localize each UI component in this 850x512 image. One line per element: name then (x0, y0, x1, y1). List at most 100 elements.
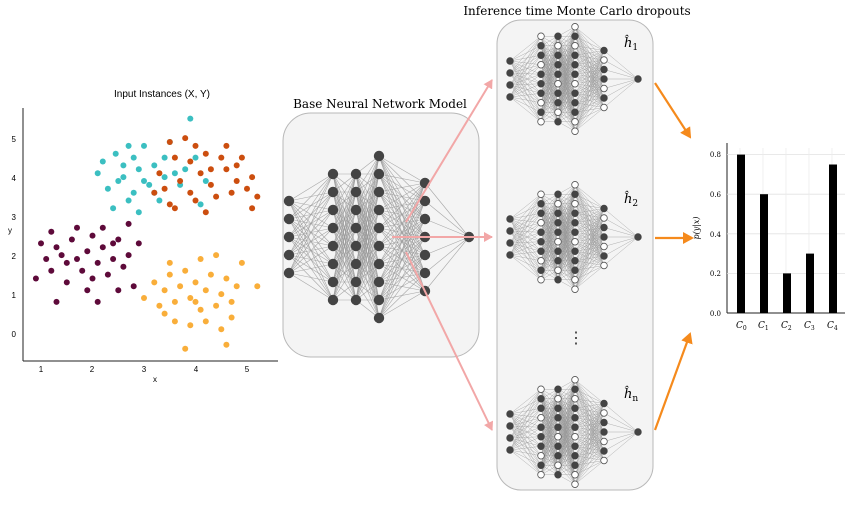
scatter-point (135, 209, 142, 216)
net-node (537, 395, 545, 403)
scatter-point (130, 154, 137, 161)
cat-sub: 3 (811, 325, 815, 332)
scatter-point (94, 298, 101, 305)
net-node (506, 227, 514, 235)
net-edge (509, 437, 542, 456)
net-node (373, 150, 385, 162)
net-node (373, 312, 385, 324)
net-node (600, 233, 608, 241)
scatter-point (238, 154, 245, 161)
net-node (537, 209, 545, 217)
net-edge (509, 222, 542, 244)
net-node (537, 423, 545, 431)
net-node (571, 276, 579, 284)
net-node (537, 108, 545, 116)
net-node (537, 404, 545, 412)
net-node (537, 433, 545, 441)
scatter-point (223, 341, 230, 348)
bar-y-tick: 0.0 (710, 310, 721, 318)
net-edge (509, 241, 542, 256)
net-edge (509, 413, 542, 418)
net-nodes (283, 150, 475, 324)
scatter-point (233, 162, 240, 169)
net-node (350, 294, 362, 306)
net-edge (603, 236, 639, 257)
net-edge (509, 222, 542, 232)
net-edge (557, 398, 576, 475)
net-node (600, 65, 608, 74)
net-edge (603, 431, 639, 461)
net-node (506, 69, 514, 77)
net-edge (574, 412, 605, 485)
net-edge (574, 88, 605, 132)
net-edge (509, 203, 542, 220)
net-node (373, 204, 385, 216)
net-node (600, 204, 608, 213)
net-edge (288, 245, 334, 274)
net-edge (509, 72, 542, 103)
net-edge (509, 60, 542, 75)
scatter-point (161, 310, 168, 317)
net-edge (509, 45, 542, 86)
h-sub: 2 (632, 199, 638, 209)
net-edge (509, 194, 542, 256)
net-edge (509, 64, 542, 86)
net-node (600, 46, 608, 55)
h1-label: ĥ1 (624, 35, 638, 53)
scatter-ticks: 1 2 3 4 5 0 1 2 3 4 5 (12, 135, 250, 374)
net-edge (509, 417, 542, 427)
net-edge (509, 417, 542, 451)
scatter-point (197, 306, 204, 313)
bar (806, 253, 814, 313)
net-node (506, 215, 514, 223)
scatter-point (202, 178, 209, 184)
net-edge (574, 59, 605, 132)
net-edge (574, 50, 605, 65)
net-edge (509, 72, 542, 94)
net-node (506, 239, 514, 247)
scatter-point (141, 178, 147, 184)
scatter-point (233, 283, 240, 290)
scatter-point (202, 318, 209, 325)
net-edge (574, 403, 605, 418)
scatter-point (202, 209, 209, 216)
net-edge (378, 182, 426, 193)
cat-letter: C (804, 321, 811, 331)
y-tick-label: 3 (12, 213, 17, 222)
net-node (571, 423, 579, 431)
net-edge (574, 403, 605, 409)
net-node (537, 51, 545, 59)
net-node (554, 238, 562, 246)
net-edge (509, 55, 542, 98)
net-node (571, 376, 579, 384)
net-node (571, 181, 579, 189)
net-node (537, 266, 545, 274)
scatter-point (112, 150, 119, 157)
net-edge (509, 74, 542, 86)
bar-category-label: C4 (827, 321, 838, 332)
net-edge (540, 36, 559, 113)
net-edge (509, 218, 542, 242)
net-node (283, 267, 295, 279)
net-node (571, 118, 579, 126)
net-edge (574, 403, 605, 466)
net-node (554, 266, 562, 274)
net-edge (603, 78, 639, 89)
dropout-arrows (392, 79, 494, 431)
net-node (554, 423, 562, 431)
scatter-point (213, 252, 220, 259)
scatter-point (130, 283, 137, 290)
net-edge (574, 50, 605, 122)
net-node (327, 240, 339, 252)
scatter-point (182, 166, 189, 173)
net-edge (540, 194, 559, 214)
scatter-points (32, 115, 261, 352)
net-edge (509, 36, 542, 86)
cat-sub: 4 (834, 325, 838, 332)
scatter-point (171, 170, 178, 177)
scatter-point (254, 193, 261, 200)
net-edge (603, 431, 639, 452)
scatter-point (223, 275, 230, 282)
net-node (571, 471, 579, 479)
